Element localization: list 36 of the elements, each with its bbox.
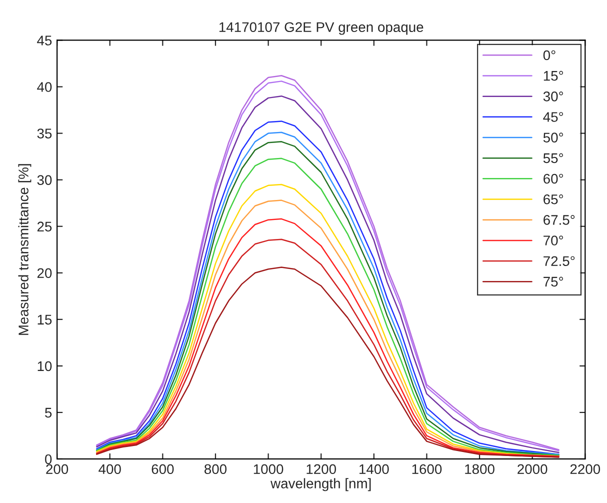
chart-title: 14170107 G2E PV green opaque (219, 22, 424, 35)
x-tick-label: 200 (46, 464, 68, 474)
legend-label: 65° (544, 194, 564, 204)
x-tick-label: 1000 (254, 464, 284, 474)
y-tick-label: 0 (45, 454, 52, 464)
legend-label: 50° (543, 132, 564, 143)
x-tick-label: 1200 (306, 464, 336, 474)
legend-label: 30° (543, 92, 564, 102)
x-tick-label: 1800 (465, 464, 494, 474)
x-tick-label: 400 (98, 464, 121, 474)
y-tick-label: 35 (37, 128, 52, 138)
y-axis-title: Measured transmittance [%] (18, 164, 32, 335)
legend-label: 67.5° (544, 215, 575, 225)
legend-label: 60° (544, 174, 564, 184)
legend-label: 0° (543, 50, 556, 60)
y-tick-label: 25 (37, 222, 52, 232)
y-tick-label: 45 (37, 36, 52, 46)
legend-label: 70° (544, 236, 564, 246)
y-tick-label: 10 (38, 361, 52, 372)
legend-label: 55° (543, 153, 564, 164)
x-axis-title: wavelength [nm] (270, 478, 371, 492)
x-tick-label: 2000 (518, 464, 548, 474)
x-tick-label: 600 (152, 464, 174, 474)
legend-label: 72.5° (544, 256, 575, 266)
y-tick-label: 15 (38, 314, 52, 325)
legend-label: 15° (544, 70, 564, 81)
legend-label: 75° (544, 276, 564, 287)
y-tick-label: 40 (37, 82, 52, 92)
y-tick-label: 5 (45, 408, 52, 418)
x-tick-label: 800 (204, 464, 227, 474)
x-tick-label: 2200 (570, 464, 600, 474)
x-tick-label: 1400 (360, 464, 389, 474)
legend-label: 45° (543, 112, 564, 122)
y-tick-label: 20 (37, 268, 52, 278)
y-tick-label: 30 (37, 175, 52, 185)
x-tick-label: 1600 (412, 464, 442, 474)
